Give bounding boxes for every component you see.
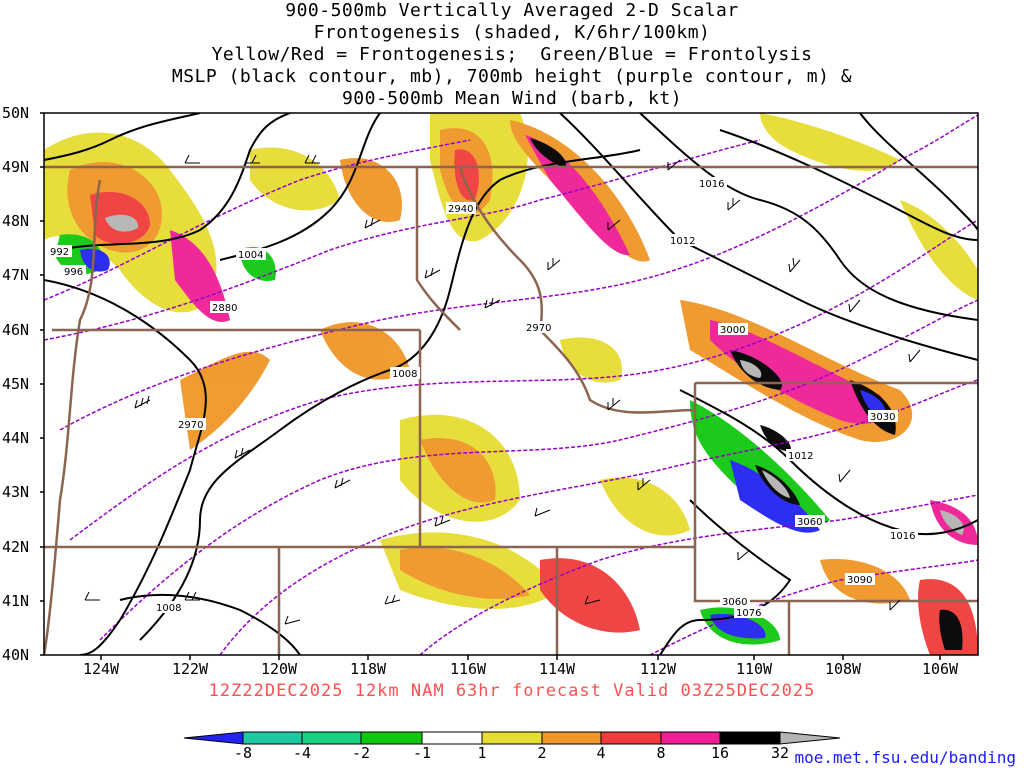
lon-label: 124W	[82, 660, 120, 678]
svg-text:1016: 1016	[890, 531, 915, 542]
svg-text:3000: 3000	[720, 325, 745, 336]
lon-label: 122W	[171, 660, 209, 678]
svg-text:1012: 1012	[670, 236, 695, 247]
lat-label: 47N	[2, 266, 30, 284]
colorbar-segment	[779, 731, 841, 745]
lon-label: 106W	[921, 660, 959, 678]
svg-text:1008: 1008	[392, 369, 417, 380]
colorbar-label: 4	[596, 744, 606, 762]
title-line-3: Yellow/Red = Frontogenesis; Green/Blue =…	[211, 44, 813, 65]
lat-label: 45N	[2, 375, 30, 393]
colorbar-segment	[183, 731, 244, 745]
title-line-5: 900-500mb Mean Wind (barb, kt)	[341, 88, 683, 109]
svg-text:3060: 3060	[797, 517, 822, 528]
svg-text:3060: 3060	[722, 597, 747, 608]
lon-label: 112W	[639, 660, 677, 678]
lat-label: 43N	[2, 483, 30, 501]
svg-text:1012: 1012	[788, 451, 813, 462]
svg-text:1008: 1008	[156, 603, 181, 614]
lat-label: 42N	[2, 538, 30, 556]
source-credit-link[interactable]: moe.met.fsu.edu/banding	[794, 748, 1016, 767]
height-contours	[44, 114, 978, 655]
svg-text:2970: 2970	[526, 323, 551, 334]
colorbar-segment	[242, 731, 303, 745]
colorbar-segment	[719, 731, 781, 745]
colorbar-segment	[301, 731, 362, 745]
colorbar-segment	[360, 731, 423, 745]
colorbar-label: -8	[233, 744, 253, 762]
lat-label: 48N	[2, 212, 30, 230]
lon-label: 116W	[449, 660, 487, 678]
svg-text:992: 992	[50, 247, 69, 258]
svg-text:1004: 1004	[238, 250, 263, 261]
axis-ticks	[40, 112, 941, 660]
colorbar-segment	[600, 731, 662, 745]
lon-label: 118W	[349, 660, 387, 678]
state-borders	[44, 165, 978, 655]
colorbar-segment	[421, 731, 483, 745]
forecast-valid-time: 12Z22DEC2025 12km NAM 63hr forecast Vali…	[208, 681, 816, 701]
title-line-4: MSLP (black contour, mb), 700mb height (…	[171, 66, 853, 87]
lon-label: 110W	[735, 660, 773, 678]
title-line-2: Frontogenesis (shaded, K/6hr/100km)	[313, 22, 711, 43]
lon-label: 108W	[824, 660, 862, 678]
colorbar-label: 16	[710, 744, 730, 762]
lon-label: 114W	[538, 660, 576, 678]
colorbar-segment	[481, 731, 543, 745]
svg-text:996: 996	[64, 267, 83, 278]
lon-label: 120W	[260, 660, 298, 678]
lat-label: 40N	[2, 646, 30, 664]
svg-text:1076: 1076	[736, 608, 761, 619]
colorbar-label: 8	[656, 744, 666, 762]
lat-label: 44N	[2, 429, 30, 447]
colorbar-label: -4	[292, 744, 312, 762]
colorbar-label: 32	[770, 744, 790, 762]
svg-text:2880: 2880	[212, 303, 237, 314]
svg-text:2970: 2970	[178, 420, 203, 431]
colorbar-segment	[541, 731, 602, 745]
frontogenesis-shading	[44, 113, 978, 655]
wind-barbs	[84, 154, 921, 625]
mslp-labels: 992 996 1004 1016 1012 1008 1012 1016 10…	[48, 177, 918, 619]
svg-text:3030: 3030	[870, 412, 895, 423]
colorbar-label: -1	[412, 744, 432, 762]
svg-text:3090: 3090	[847, 575, 872, 586]
lat-label: 46N	[2, 321, 30, 339]
title-line-1: 900-500mb Vertically Averaged 2-D Scalar	[285, 0, 739, 21]
height-labels: 2940 2880 2970 2970 3000 3030 3060 3090 …	[176, 202, 898, 608]
svg-text:1016: 1016	[699, 179, 724, 190]
svg-text:2940: 2940	[448, 204, 473, 215]
colorbar-label: -2	[351, 744, 371, 762]
mslp-contours	[44, 113, 978, 655]
lat-label: 49N	[2, 158, 30, 176]
colorbar-label: 2	[537, 744, 547, 762]
map-title: 900-500mb Vertically Averaged 2-D Scalar…	[0, 0, 1024, 110]
colorbar	[183, 731, 841, 745]
colorbar-label: 1	[477, 744, 487, 762]
colorbar-segment	[660, 731, 721, 745]
lat-label: 41N	[2, 592, 30, 610]
lat-label: 50N	[2, 104, 30, 122]
